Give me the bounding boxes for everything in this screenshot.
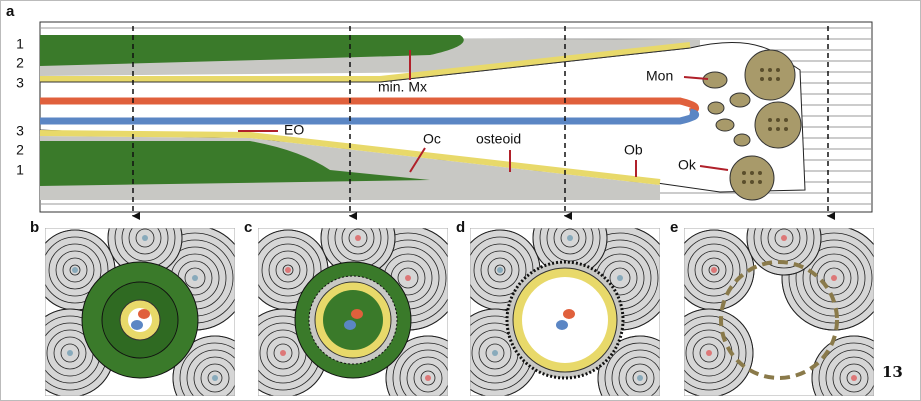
nucleus xyxy=(760,68,764,72)
canal xyxy=(405,275,411,281)
vessel-red xyxy=(138,309,150,319)
vessel-blue xyxy=(131,320,143,330)
nucleus xyxy=(776,127,780,131)
nucleus xyxy=(742,180,746,184)
annotation: osteoid xyxy=(476,131,521,147)
canal-core xyxy=(522,277,608,363)
layer-label: 3 xyxy=(16,75,24,91)
section-panel xyxy=(239,201,470,401)
canal xyxy=(851,375,857,381)
canal xyxy=(72,267,78,273)
canal xyxy=(781,235,787,241)
nucleus xyxy=(750,180,754,184)
annotation: Ok xyxy=(678,157,697,173)
nucleus xyxy=(760,77,764,81)
monocyte xyxy=(734,134,750,146)
canal xyxy=(617,275,623,281)
page-number: 13 xyxy=(882,363,903,381)
nucleus xyxy=(776,68,780,72)
canal xyxy=(637,375,643,381)
monocyte xyxy=(703,72,727,88)
canal xyxy=(567,235,573,241)
canal xyxy=(192,275,198,281)
nucleus xyxy=(758,180,762,184)
canal xyxy=(355,235,361,241)
nucleus xyxy=(742,171,746,175)
panel-label: e xyxy=(670,219,678,236)
layer-label: 1 xyxy=(16,162,24,178)
nucleus xyxy=(776,77,780,81)
annotation: min. Mx xyxy=(378,79,427,95)
nucleus xyxy=(750,171,754,175)
canal xyxy=(831,275,837,281)
canal xyxy=(492,350,498,356)
nucleus xyxy=(784,118,788,122)
nucleus xyxy=(768,68,772,72)
nucleus xyxy=(784,127,788,131)
canal xyxy=(711,267,717,273)
osteoclast xyxy=(755,102,801,148)
layer-label: 2 xyxy=(16,55,24,71)
nucleus xyxy=(768,118,772,122)
osteoclast xyxy=(730,156,774,200)
vessel-red xyxy=(563,309,575,319)
layer-label: 1 xyxy=(16,36,24,52)
canal xyxy=(706,350,712,356)
annotation: EO xyxy=(284,122,304,138)
canal xyxy=(497,267,503,273)
canal xyxy=(142,235,148,241)
panel-label: a xyxy=(6,3,15,20)
nucleus xyxy=(758,171,762,175)
layer-label: 3 xyxy=(16,123,24,139)
monocyte xyxy=(730,93,750,107)
panel-label: c xyxy=(244,219,252,236)
section-panel xyxy=(451,201,682,401)
nucleus xyxy=(768,77,772,81)
vessel-blue xyxy=(344,320,356,330)
monocyte xyxy=(716,119,734,131)
canal xyxy=(67,350,73,356)
figure: a b c d e 1 2 3 3 2 1 min. Mx Mon EO Oc … xyxy=(0,0,921,401)
section-panel xyxy=(665,201,896,401)
section-panel xyxy=(26,201,257,401)
monocyte xyxy=(708,102,724,114)
canal xyxy=(285,267,291,273)
nucleus xyxy=(768,127,772,131)
vessel-blue xyxy=(556,320,568,330)
osteoclast xyxy=(745,50,795,100)
canal xyxy=(280,350,286,356)
nucleus xyxy=(776,118,780,122)
annotation: Oc xyxy=(423,131,441,147)
layer-label: 2 xyxy=(16,142,24,158)
panel-label: d xyxy=(456,219,465,236)
annotation: Ob xyxy=(624,142,643,158)
canal-core xyxy=(323,290,383,350)
canal xyxy=(425,375,431,381)
annotation: Mon xyxy=(646,68,673,84)
vessel-red xyxy=(351,309,363,319)
panel-label: b xyxy=(30,219,39,236)
canal xyxy=(212,375,218,381)
